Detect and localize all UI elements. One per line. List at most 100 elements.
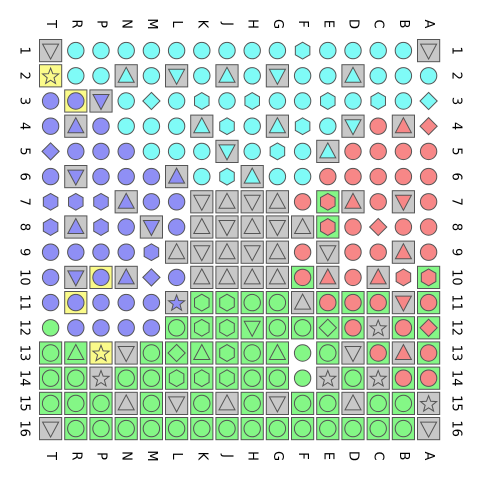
board-cell[interactable] [41, 167, 60, 186]
board-cell[interactable] [294, 41, 311, 60]
board-cell[interactable] [419, 218, 438, 236]
board-cell[interactable] [316, 316, 340, 340]
board-cell[interactable] [391, 366, 415, 390]
board-cell[interactable] [316, 391, 340, 415]
board-cell[interactable] [341, 114, 365, 138]
board-cell[interactable] [243, 67, 261, 85]
board-cell[interactable] [265, 341, 289, 365]
board-cell[interactable] [293, 92, 312, 110]
board-cell[interactable] [268, 92, 287, 110]
board-cell[interactable] [265, 417, 289, 441]
board-cell[interactable] [320, 92, 336, 110]
board-cell[interactable] [64, 291, 88, 315]
board-cell[interactable] [319, 41, 337, 60]
board-cell[interactable] [93, 192, 109, 211]
board-cell[interactable] [394, 218, 413, 236]
board-cell[interactable] [293, 369, 312, 387]
board-cell[interactable] [215, 64, 239, 88]
board-cell[interactable] [142, 293, 161, 312]
board-cell[interactable] [344, 142, 362, 161]
board-cell[interactable] [316, 139, 340, 164]
board-cell[interactable] [92, 243, 110, 261]
board-cell[interactable] [114, 366, 138, 390]
board-cell[interactable] [139, 215, 164, 239]
board-cell[interactable] [316, 366, 340, 390]
board-cell[interactable] [193, 67, 211, 85]
board-cell[interactable] [41, 268, 60, 287]
board-cell[interactable] [291, 316, 315, 340]
board-cell[interactable] [92, 41, 110, 60]
board-cell[interactable] [67, 67, 85, 85]
board-cell[interactable] [142, 193, 161, 211]
board-cell[interactable] [142, 167, 161, 186]
board-cell[interactable] [92, 167, 110, 186]
board-cell[interactable] [419, 243, 438, 261]
board-cell[interactable] [165, 316, 189, 340]
board-cell[interactable] [417, 366, 441, 390]
board-cell[interactable] [142, 117, 161, 135]
board-cell[interactable] [165, 64, 189, 88]
board-cell[interactable] [215, 417, 239, 441]
board-cell[interactable] [64, 215, 88, 239]
board-cell[interactable] [39, 366, 63, 390]
board-cell[interactable] [291, 215, 315, 239]
board-cell[interactable] [341, 341, 365, 365]
board-cell[interactable] [165, 341, 189, 365]
board-cell[interactable] [293, 193, 312, 211]
board-cell[interactable] [190, 114, 214, 138]
board-cell[interactable] [293, 167, 312, 186]
board-cell[interactable] [41, 142, 60, 161]
board-cell[interactable] [64, 89, 88, 113]
board-cell[interactable] [194, 92, 210, 110]
board-cell[interactable] [139, 366, 164, 390]
board-cell[interactable] [64, 391, 88, 415]
board-cell[interactable] [240, 316, 264, 340]
board-cell[interactable] [139, 417, 164, 441]
board-cell[interactable] [215, 265, 239, 289]
board-cell[interactable] [114, 64, 138, 88]
board-cell[interactable] [240, 291, 264, 315]
board-cell[interactable] [167, 92, 186, 110]
board-cell[interactable] [417, 341, 441, 365]
board-cell[interactable] [417, 291, 441, 315]
board-cell[interactable] [319, 67, 337, 85]
board-cell[interactable] [341, 391, 365, 415]
board-cell[interactable] [167, 193, 186, 211]
board-cell[interactable] [316, 341, 340, 365]
board-cell[interactable] [117, 243, 135, 261]
board-cell[interactable] [165, 391, 189, 415]
board-cell[interactable] [265, 265, 289, 289]
board-cell[interactable] [39, 39, 63, 63]
board-cell[interactable] [215, 139, 239, 164]
board-cell[interactable] [190, 417, 214, 441]
board-cell[interactable] [344, 268, 362, 287]
board-cell[interactable] [265, 391, 289, 415]
board-cell[interactable] [316, 417, 340, 441]
board-cell[interactable] [417, 39, 441, 63]
board-cell[interactable] [215, 215, 239, 239]
board-cell[interactable] [394, 142, 413, 161]
board-cell[interactable] [344, 243, 362, 261]
board-cell[interactable] [167, 41, 186, 60]
board-cell[interactable] [419, 167, 438, 186]
board-cell[interactable] [67, 319, 85, 337]
board-cell[interactable] [190, 366, 214, 390]
board-cell[interactable] [268, 41, 287, 60]
board-cell[interactable] [114, 417, 138, 441]
board-cell[interactable] [419, 142, 438, 161]
board-cell[interactable] [165, 165, 189, 189]
board-cell[interactable] [344, 167, 362, 186]
board-cell[interactable] [193, 167, 211, 186]
board-cell[interactable] [215, 341, 239, 365]
board-cell[interactable] [369, 243, 387, 261]
board-cell[interactable] [269, 142, 286, 161]
board-cell[interactable] [142, 91, 161, 111]
board-cell[interactable] [341, 366, 365, 390]
board-cell[interactable] [291, 417, 315, 441]
board-cell[interactable] [265, 366, 289, 390]
board-cell[interactable] [64, 417, 88, 441]
board-cell[interactable] [167, 218, 186, 236]
board-cell[interactable] [117, 41, 135, 60]
board-cell[interactable] [391, 114, 415, 138]
board-cell[interactable] [419, 193, 438, 211]
